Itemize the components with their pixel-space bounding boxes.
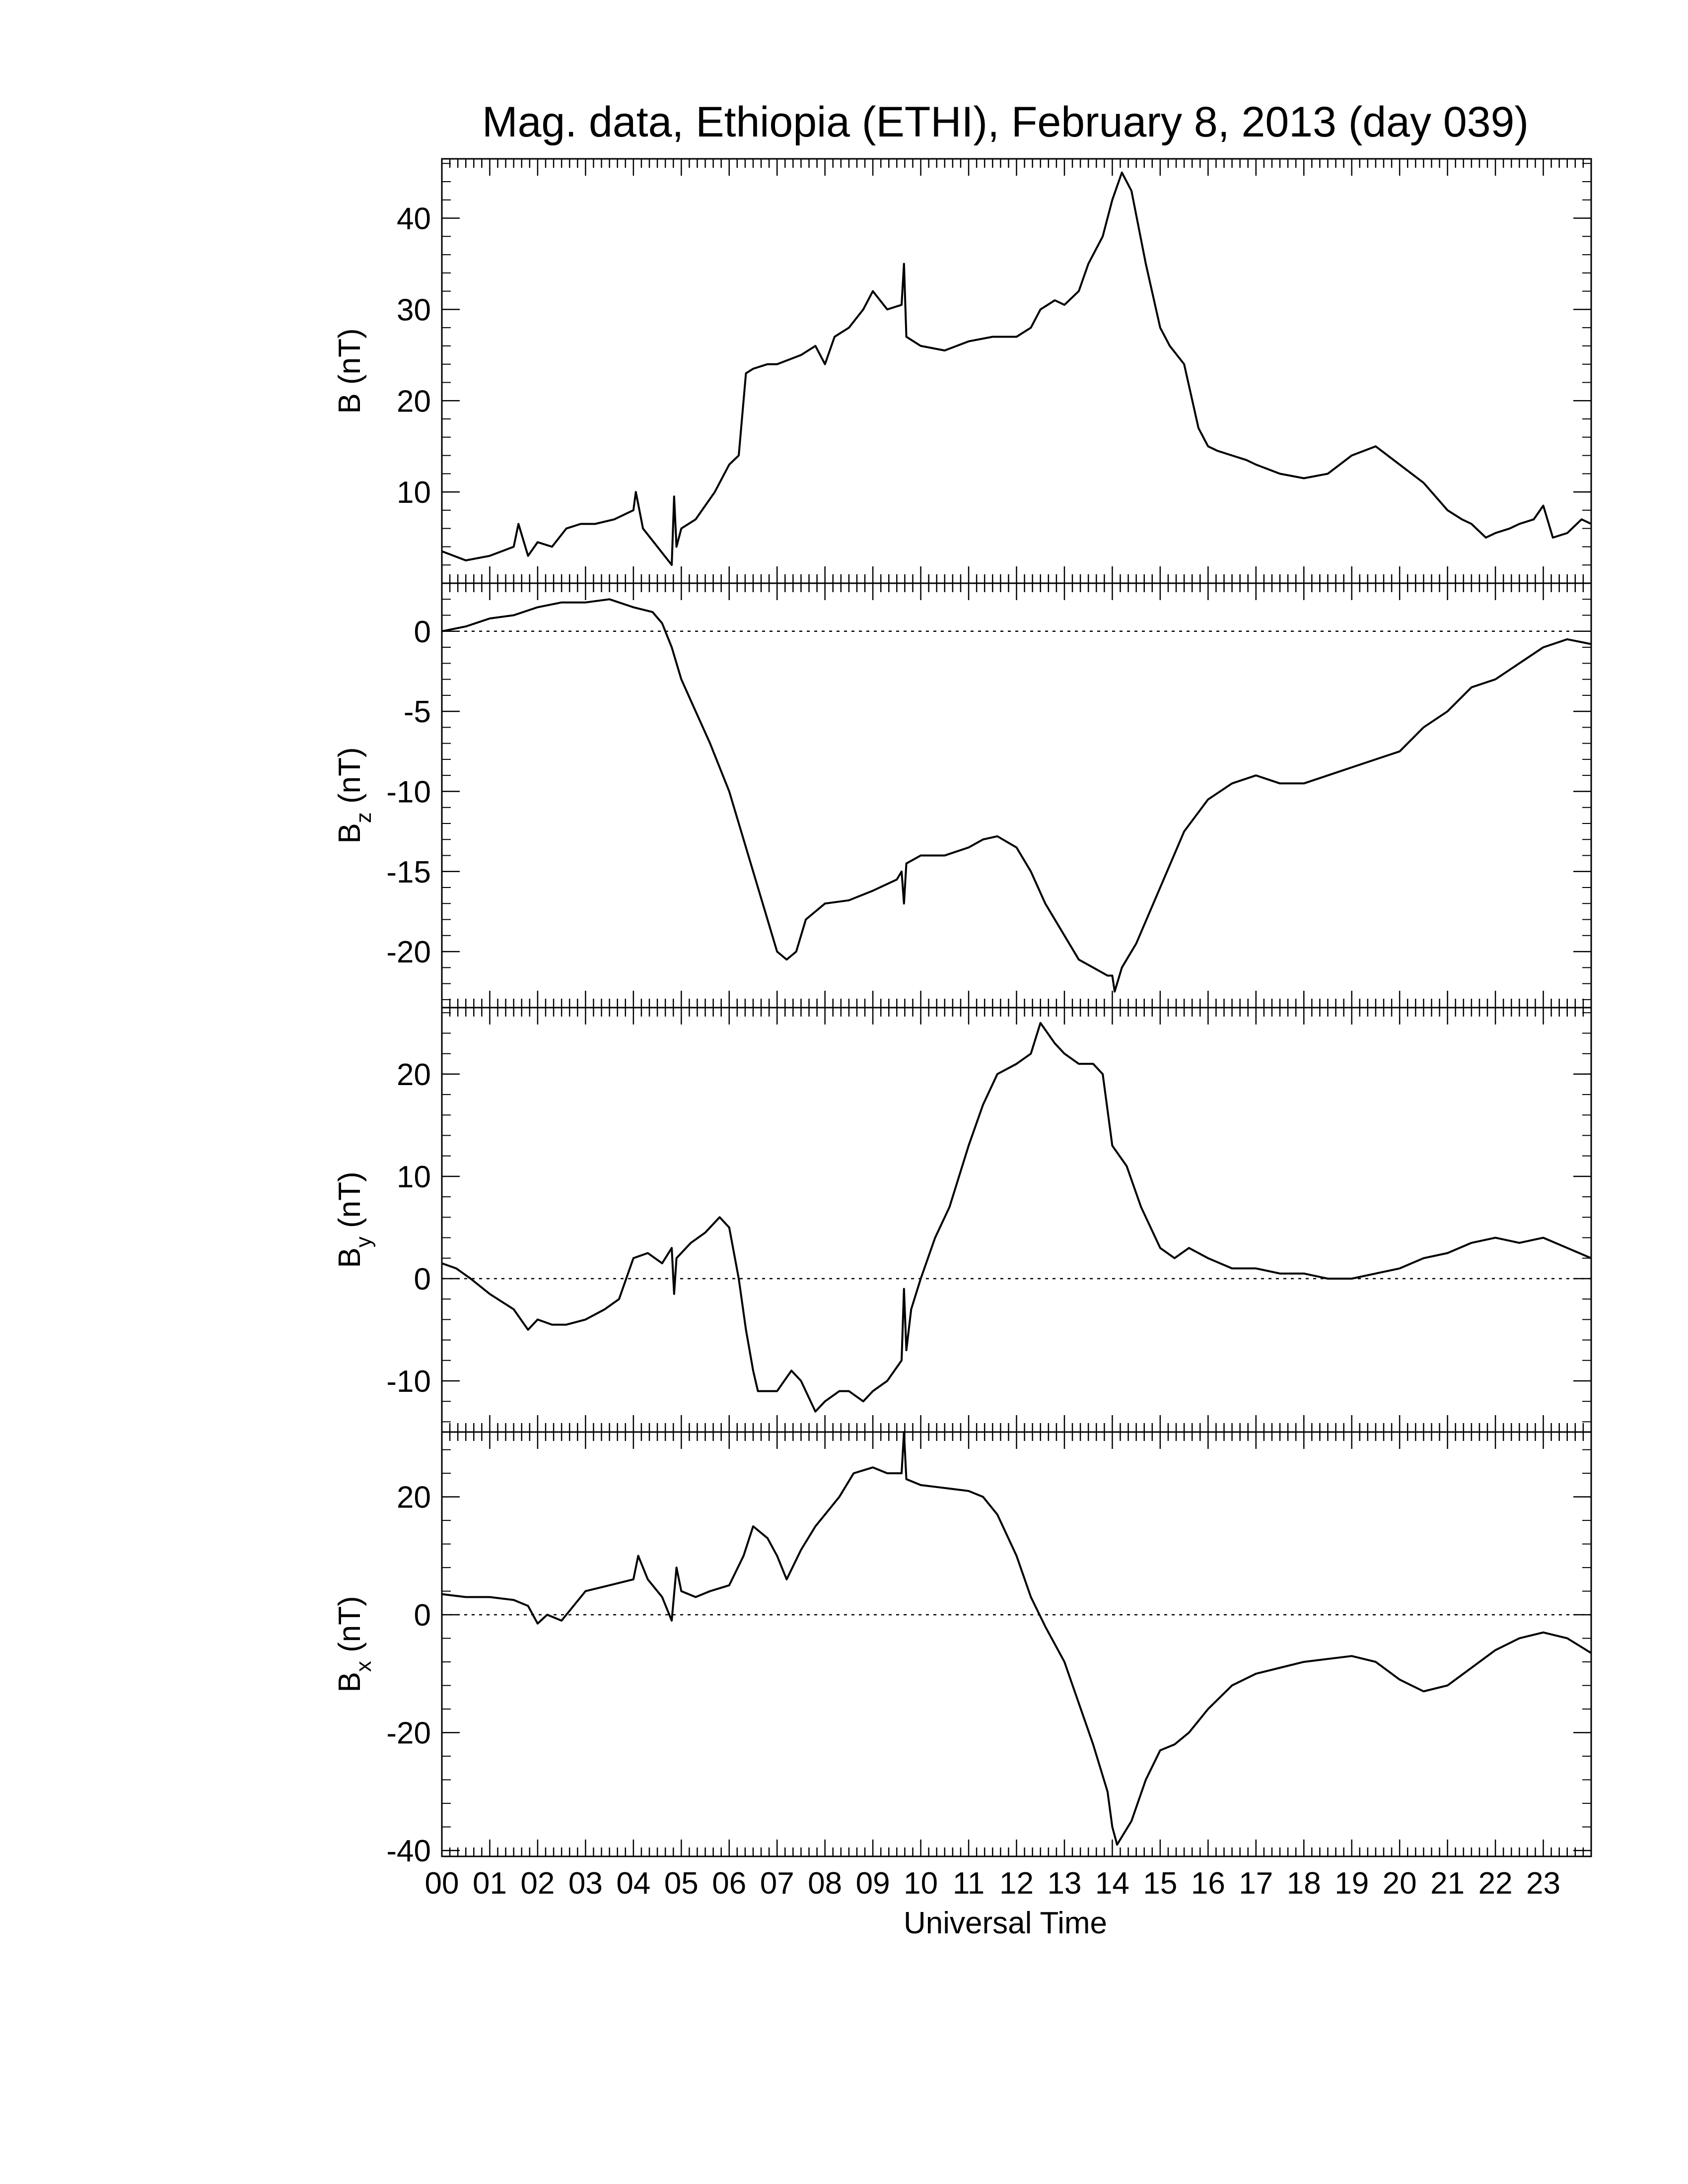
- x-tick-label: 06: [712, 1866, 746, 1901]
- x-tick-label: 21: [1430, 1866, 1465, 1901]
- y-tick-label: -15: [386, 855, 431, 889]
- x-axis-tick-labels: 00 01 02 03 04 05 06 07 08 09 10 11 12 13 14 15 16 17 18 19…: [425, 1866, 1561, 1901]
- x-tick-label: 20: [1383, 1866, 1417, 1901]
- y-axis-label: By (nT): [333, 1171, 376, 1268]
- panel-Bx: 20 0 -20 -40 Bx (nT): [333, 1431, 1592, 1868]
- panel-By: 20 10 0 -10 By (nT): [333, 1007, 1592, 1433]
- y-tick-label: -10: [386, 775, 431, 809]
- chart-panels: 10 20 30 40 B (nT) 0 -5 -10 -15 -20 Bz (nT) 20 10 0 -1…: [333, 158, 1592, 1868]
- series-B: [441, 171, 1592, 566]
- y-tick-label: -5: [404, 695, 431, 729]
- y-tick-label: 20: [397, 384, 431, 418]
- y-tick-label: 10: [397, 1160, 431, 1194]
- y-tick-label: -20: [386, 1716, 431, 1751]
- y-tick-label: 20: [397, 1481, 431, 1515]
- y-tick-label: -20: [386, 935, 431, 969]
- y-axis-label: Bx (nT): [333, 1596, 376, 1692]
- chart-title: Mag. data, Ethiopia (ETHI), February 8, …: [482, 98, 1529, 146]
- panel-B: 10 20 30 40 B (nT): [333, 158, 1592, 584]
- y-tick-label: 40: [397, 202, 431, 236]
- x-tick-label: 04: [616, 1866, 650, 1901]
- x-tick-label: 08: [808, 1866, 842, 1901]
- x-tick-label: 03: [568, 1866, 603, 1901]
- x-tick-label: 22: [1478, 1866, 1513, 1901]
- panel-frame: [441, 1007, 1592, 1433]
- x-tick-label: 00: [425, 1866, 459, 1901]
- panel-Bz: 0 -5 -10 -15 -20 Bz (nT): [333, 582, 1592, 1009]
- x-tick-label: 16: [1191, 1866, 1225, 1901]
- y-axis-label: B (nT): [333, 328, 367, 413]
- y-tick-label: 0: [414, 1262, 431, 1297]
- x-axis-label: Universal Time: [904, 1906, 1107, 1940]
- series-Bx: [441, 1431, 1592, 1846]
- y-axis-label: Bz (nT): [333, 747, 376, 843]
- x-tick-label: 07: [760, 1866, 794, 1901]
- x-tick-label: 15: [1143, 1866, 1177, 1901]
- x-tick-label: 12: [999, 1866, 1034, 1901]
- x-tick-label: 01: [473, 1866, 507, 1901]
- y-tick-label: 0: [414, 1598, 431, 1633]
- x-tick-label: 23: [1526, 1866, 1560, 1901]
- y-tick-label: -10: [386, 1365, 431, 1399]
- x-tick-label: 09: [856, 1866, 890, 1901]
- x-tick-label: 13: [1047, 1866, 1081, 1901]
- x-tick-label: 19: [1335, 1866, 1369, 1901]
- x-tick-label: 17: [1239, 1866, 1273, 1901]
- series-Bz: [441, 598, 1592, 993]
- y-tick-label: 10: [397, 476, 431, 510]
- x-tick-label: 05: [664, 1866, 699, 1901]
- x-tick-label: 18: [1287, 1866, 1321, 1901]
- y-tick-label: -40: [386, 1834, 431, 1868]
- panel-frame: [441, 582, 1592, 1009]
- x-tick-label: 10: [904, 1866, 938, 1901]
- y-tick-label: 0: [414, 615, 431, 649]
- y-tick-label: 20: [397, 1058, 431, 1092]
- series-By: [441, 1022, 1592, 1413]
- x-tick-label: 14: [1095, 1866, 1129, 1901]
- y-tick-label: 30: [397, 293, 431, 327]
- x-tick-label: 02: [520, 1866, 555, 1901]
- x-tick-label: 11: [953, 1866, 985, 1901]
- panel-frame: [441, 1431, 1592, 1857]
